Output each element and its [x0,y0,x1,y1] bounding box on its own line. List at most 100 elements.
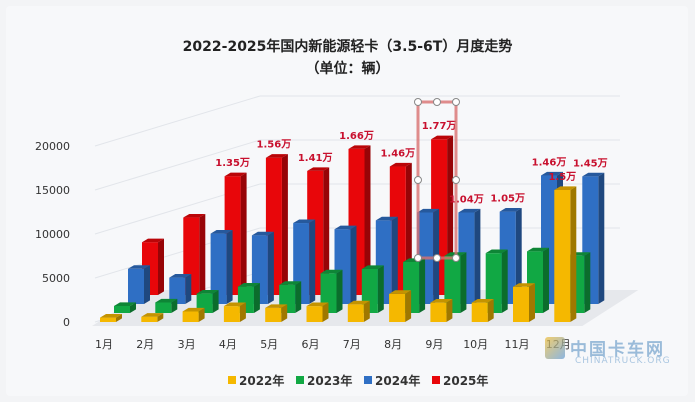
bar-side-2022年 [487,299,494,322]
data-label: 1.35万 [215,157,250,169]
bar-side-2023年 [130,302,136,313]
selection-handle [414,176,422,184]
y-tick-label: 5000 [42,272,70,285]
bar-side-2025年 [199,213,206,295]
bar-side-2024年 [474,208,481,304]
bar-side-2024年 [515,208,522,304]
bar-side-2024年 [226,230,233,304]
bar-side-2022年 [157,313,164,322]
bar-side-2025年 [281,154,288,295]
bar-side-2023年 [377,265,384,313]
bar-side-2023年 [419,258,426,313]
legend-swatch-2024年 [364,376,372,384]
bar-top-2024年 [458,208,481,213]
bar-top-2024年 [210,230,233,234]
bar-side-2025年 [323,167,330,295]
bar-top-2024年 [128,265,150,269]
bar-top-2025年 [431,135,454,140]
bar-top-2022年 [100,314,122,318]
bar-2022年-9月 [430,302,447,322]
bar-top-2022年 [389,290,412,294]
selection-handle [452,98,460,106]
selection-handle [414,98,422,106]
bar-2024年-2月 [169,277,186,304]
data-label: 1.77万 [422,120,457,132]
x-tick-label: 2月 [136,338,154,351]
watermark-text: 中国卡车网 [570,340,665,360]
y-tick-label: 15000 [35,184,70,197]
bar-top-2022年 [306,302,329,307]
selection-handle [452,176,460,184]
bar-top-2025年 [142,238,164,243]
x-tick-label: 10月 [463,338,488,351]
bar-2022年-2月 [141,316,158,322]
y-tick-label: 10000 [35,228,70,241]
bar-top-2025年 [265,154,288,158]
bar-side-2022年 [570,186,577,322]
bar-side-2022年 [405,290,412,322]
bar-2022年-12月 [554,190,571,322]
bar-top-2024年 [541,171,563,176]
bar-side-2023年 [212,290,219,313]
bar-side-2023年 [336,269,343,313]
watermark-subtext: CHINATRUCK.ORG [575,356,671,366]
bar-side-2023年 [295,281,302,313]
x-tick-label: 11月 [505,338,530,351]
bar-2022年-4月 [223,306,240,322]
data-label: 1.5万 [548,171,576,183]
gridline-diagonal [94,95,261,147]
bar-top-2023年 [114,302,136,306]
selection-handle [433,98,441,106]
legend-swatch-2025年 [432,376,440,384]
bar-top-2024年 [375,216,398,221]
bar-side-2023年 [584,252,591,313]
selection-handle [433,254,441,262]
bar-2022年-10月 [471,302,488,322]
data-label: 1.05万 [490,193,525,205]
bar-top-2024年 [251,231,274,236]
bar-2022年-11月 [513,286,529,322]
bar-side-2022年 [446,299,453,322]
bar-side-2023年 [460,252,467,313]
bar-top-2022年 [513,283,535,287]
y-tick-label: 0 [63,316,70,329]
chart-title: 2022-2025年国内新能源轻卡（3.5-6T）月度走势 [182,39,513,55]
bar-top-2023年 [196,290,219,294]
bar-top-2024年 [334,225,357,230]
bar-top-2025年 [183,213,206,218]
bar-side-2022年 [529,283,535,322]
x-tick-label: 3月 [178,338,196,351]
data-label: 1.56万 [257,139,292,151]
bar-2022年-8月 [389,293,406,322]
bar-2023年-10月 [485,253,502,313]
bar-2024年-3月 [210,233,227,304]
bar-top-2024年 [499,208,522,212]
bar-side-2025年 [158,238,164,295]
bar-2022年-5月 [265,307,282,322]
bar-top-2025年 [389,162,412,167]
x-tick-label: 6月 [302,338,320,351]
x-tick-label: 5月 [260,338,278,351]
bar-top-2024年 [293,219,316,224]
bar-side-2024年 [144,265,150,304]
bar-top-2022年 [141,313,164,317]
bar-2024年-1月 [128,268,144,304]
selection-handle [452,254,460,262]
bar-2022年-1月 [100,317,116,322]
bar-2023年-9月 [444,255,461,313]
bar-side-2022年 [281,304,288,322]
bar-side-2024年 [350,225,357,304]
bar-side-2022年 [322,302,329,322]
bar-side-2024年 [185,274,192,304]
bar-top-2022年 [430,299,453,303]
bar-side-2022年 [116,314,122,322]
selection-handle [414,254,422,262]
bar-2023年-2月 [155,302,172,313]
x-tick-label: 8月 [384,338,402,351]
bar-top-2022年 [471,299,494,303]
chart-subtitle: （单位：辆） [305,61,390,77]
x-tick-label: 4月 [219,338,237,351]
data-label: 1.66万 [339,130,374,142]
bar-top-2024年 [417,208,440,213]
